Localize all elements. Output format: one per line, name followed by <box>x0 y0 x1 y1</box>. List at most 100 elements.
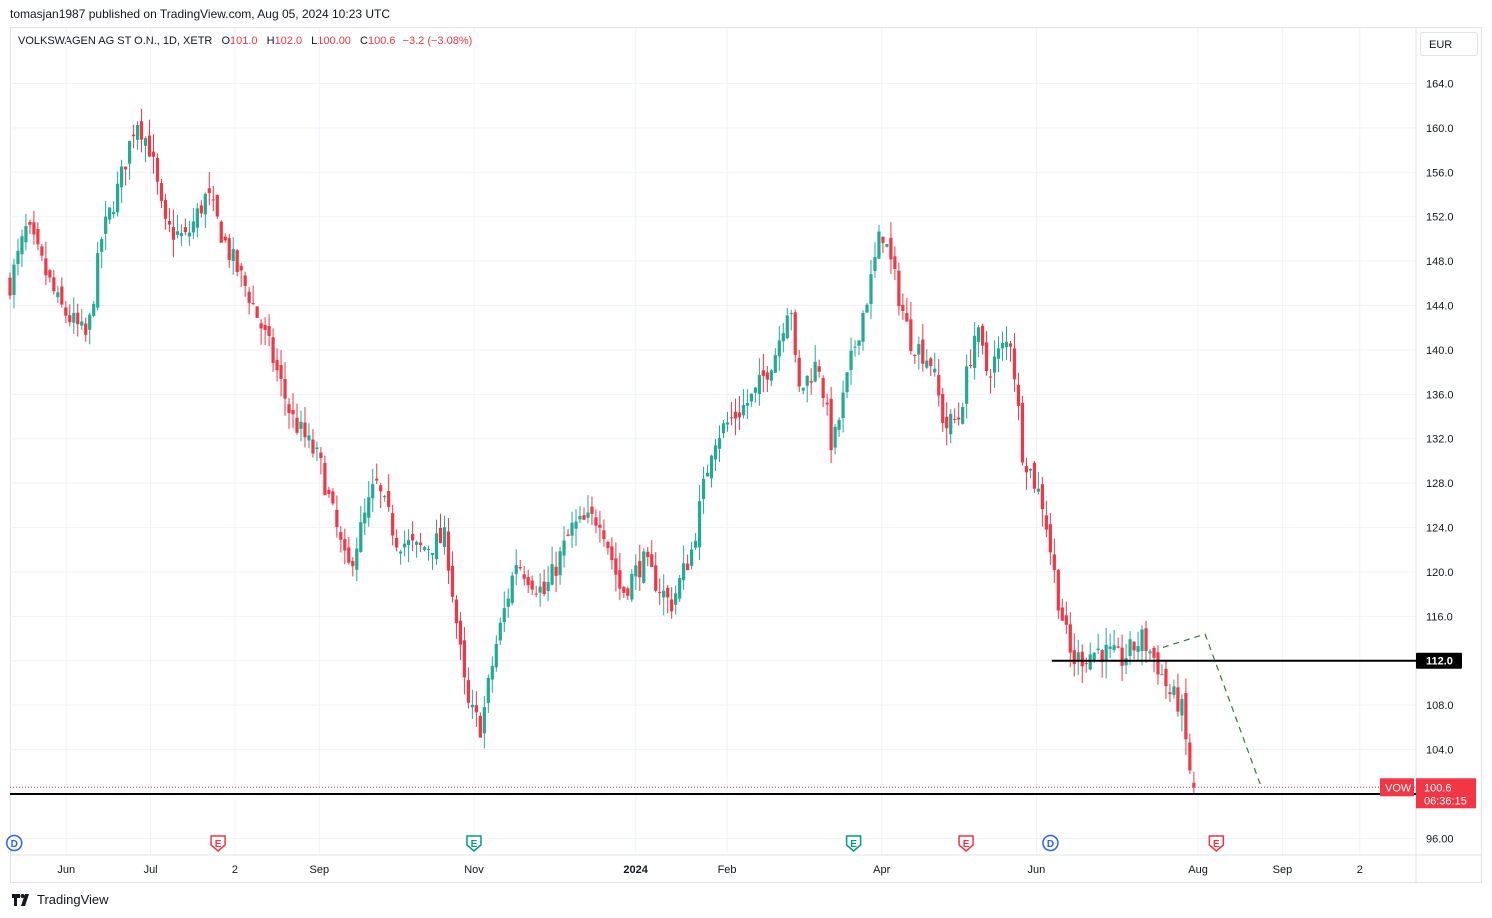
earnings-event-icon[interactable]: E <box>210 835 226 852</box>
candle-body <box>16 250 20 265</box>
candle-body <box>331 491 335 504</box>
candle <box>1012 332 1017 392</box>
candle-body <box>231 249 235 262</box>
event-letter: E <box>471 839 478 850</box>
candle <box>857 340 861 355</box>
candle-body <box>713 445 718 460</box>
candle <box>275 348 279 382</box>
grid <box>10 28 1416 855</box>
ohlc-legend: VOLKSWAGEN AG ST O.N., 1D, XETR O101.0 H… <box>18 35 472 47</box>
candle-body <box>869 274 873 304</box>
earnings-event-icon[interactable]: E <box>958 835 974 852</box>
candle <box>833 424 837 455</box>
candle-body <box>682 563 686 581</box>
candle-body <box>745 402 750 406</box>
candle-body <box>363 512 367 524</box>
candle <box>602 519 606 547</box>
candle-body <box>618 570 622 589</box>
candle <box>92 301 96 318</box>
candle-body <box>1052 554 1056 571</box>
candle-body <box>100 239 104 252</box>
candle <box>1096 633 1100 654</box>
candle <box>945 402 949 446</box>
candle <box>678 575 682 602</box>
earnings-event-icon[interactable]: E <box>466 835 482 852</box>
candle-body <box>112 212 116 215</box>
event-shield <box>1208 835 1225 852</box>
candle-body <box>1104 644 1108 662</box>
candle-body <box>295 417 299 433</box>
candle <box>697 485 702 561</box>
candle <box>1184 678 1188 755</box>
last-price-label: 100.6 <box>1424 782 1452 794</box>
candle-body <box>885 244 889 247</box>
earnings-event-icon[interactable]: E <box>1208 835 1225 852</box>
dividend-event-icon[interactable]: D <box>1042 834 1059 852</box>
event-letter: E <box>963 839 970 850</box>
candle <box>367 480 371 527</box>
candle <box>992 340 997 388</box>
candle-body <box>355 548 359 570</box>
candle <box>590 496 594 525</box>
candle-body <box>953 418 957 420</box>
candle-body <box>375 478 379 481</box>
candle <box>68 304 72 327</box>
candle <box>1128 631 1132 665</box>
candle <box>1172 679 1176 699</box>
candle-body <box>1160 674 1164 676</box>
candle <box>474 691 478 728</box>
tradingview-logo[interactable]: TradingView <box>12 892 109 907</box>
currency-button[interactable]: EUR <box>1420 32 1478 56</box>
candle <box>1004 326 1009 361</box>
candle-body <box>1064 615 1068 625</box>
candle <box>1156 645 1160 685</box>
candle <box>267 314 271 347</box>
candle-body <box>797 357 801 387</box>
earnings-event-icon[interactable]: E <box>845 835 862 852</box>
candle-body <box>606 541 610 549</box>
candle-body <box>992 356 997 373</box>
candle <box>24 213 28 251</box>
candle <box>383 494 387 502</box>
candle <box>1136 631 1140 662</box>
candle-body <box>1148 651 1152 654</box>
candle <box>418 532 423 552</box>
candle <box>327 486 331 498</box>
candle <box>638 544 642 591</box>
candle <box>769 368 773 387</box>
candle-body <box>1112 645 1116 650</box>
candle-body <box>171 227 176 240</box>
candle <box>183 218 187 236</box>
candle-body <box>610 546 614 560</box>
candle-body <box>658 592 662 594</box>
candle <box>626 586 630 601</box>
candle <box>60 277 64 308</box>
dividend-event-icon[interactable]: D <box>5 834 23 852</box>
candle <box>1032 460 1037 493</box>
candle-body <box>430 553 435 555</box>
candle <box>941 387 945 433</box>
candle <box>143 136 148 163</box>
candle-body <box>988 376 993 378</box>
event-shield <box>466 835 482 852</box>
candle-body <box>909 319 913 352</box>
time-tick-label: Aug <box>1188 864 1208 876</box>
candle-body <box>92 303 96 316</box>
tradingview-brand: TradingView <box>37 892 109 907</box>
candle <box>80 308 84 331</box>
time-tick-label: Jul <box>144 864 158 876</box>
candle-body <box>1076 652 1080 660</box>
candle <box>271 328 275 372</box>
price-tick-label: 136.0 <box>1426 389 1454 401</box>
candle <box>207 172 211 206</box>
candle <box>973 322 977 380</box>
candle <box>40 243 44 261</box>
candle <box>701 466 706 514</box>
candle <box>12 258 16 309</box>
candle-body <box>506 598 510 607</box>
candle <box>410 521 415 552</box>
candle <box>351 557 355 577</box>
candle-body <box>996 348 1001 359</box>
candle-body <box>199 205 203 214</box>
